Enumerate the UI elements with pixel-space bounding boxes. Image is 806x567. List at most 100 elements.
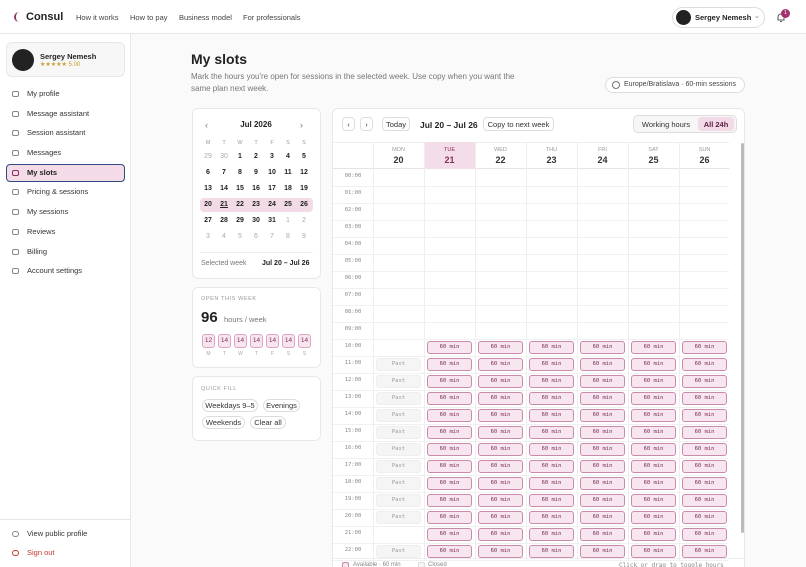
open-slot[interactable]: 60 min	[682, 426, 727, 439]
open-slot[interactable]: 60 min	[682, 477, 727, 490]
open-slot[interactable]: 60 min	[478, 494, 523, 507]
sidebar-footer-link[interactable]: View public profile	[27, 529, 88, 538]
open-slot[interactable]: 60 min	[580, 443, 625, 456]
calendar-day[interactable]: 13	[204, 185, 212, 192]
calendar-day[interactable]: 10	[268, 169, 276, 176]
open-slot[interactable]: 60 min	[631, 545, 676, 558]
menu-item[interactable]: Session assistant	[27, 128, 86, 137]
open-slot[interactable]: 60 min	[631, 511, 676, 524]
open-slot[interactable]: 60 min	[580, 426, 625, 439]
open-slot[interactable]: 60 min	[682, 392, 727, 405]
mode-option[interactable]: All 24h	[698, 117, 734, 131]
open-slot[interactable]: 60 min	[529, 358, 574, 371]
calendar-day[interactable]: 4	[222, 233, 226, 240]
open-slot[interactable]: 60 min	[529, 426, 574, 439]
open-slot[interactable]: 60 min	[631, 426, 676, 439]
open-slot[interactable]: 60 min	[529, 545, 574, 558]
open-slot[interactable]: 60 min	[427, 341, 472, 354]
quick-fill-button[interactable]: Evenings	[263, 399, 300, 412]
open-slot[interactable]: 60 min	[631, 375, 676, 388]
open-slot[interactable]: 60 min	[631, 392, 676, 405]
calendar-day[interactable]: 18	[284, 185, 292, 192]
menu-item[interactable]: Messages	[27, 148, 62, 157]
calendar-day[interactable]: 2	[302, 217, 306, 224]
open-slot[interactable]: 60 min	[580, 545, 625, 558]
open-slot[interactable]: 60 min	[478, 545, 523, 558]
menu-item[interactable]: Reviews	[27, 227, 56, 236]
mode-option[interactable]: Working hours	[641, 119, 691, 129]
open-slot[interactable]: 60 min	[427, 443, 472, 456]
calendar-day[interactable]: 6	[206, 169, 210, 176]
menu-item[interactable]: Account settings	[27, 266, 83, 275]
open-slot[interactable]: 60 min	[682, 341, 727, 354]
calendar-day[interactable]: 3	[206, 233, 210, 240]
open-slot[interactable]: 60 min	[580, 392, 625, 405]
open-slot[interactable]: 60 min	[478, 460, 523, 473]
open-slot[interactable]: 60 min	[478, 341, 523, 354]
calendar-day[interactable]: 12	[300, 169, 308, 176]
open-slot[interactable]: 60 min	[631, 443, 676, 456]
calendar-day[interactable]: 5	[238, 233, 242, 240]
open-slot[interactable]: 60 min	[631, 528, 676, 541]
calendar-day[interactable]: 9	[254, 169, 258, 176]
calendar-day[interactable]: 22	[236, 201, 244, 208]
open-slot[interactable]: 60 min	[580, 477, 625, 490]
nav-link[interactable]: How it works	[76, 13, 119, 22]
next-month[interactable]: ›	[300, 120, 303, 130]
calendar-day[interactable]: 1	[286, 217, 290, 224]
calendar-day[interactable]: 8	[238, 169, 242, 176]
open-slot[interactable]: 60 min	[529, 375, 574, 388]
open-slot[interactable]: 60 min	[529, 477, 574, 490]
open-slot[interactable]: 60 min	[580, 358, 625, 371]
open-slot[interactable]: 60 min	[427, 528, 472, 541]
menu-item[interactable]: Billing	[27, 247, 48, 256]
open-slot[interactable]: 60 min	[427, 460, 472, 473]
calendar-day[interactable]: 25	[284, 201, 292, 208]
nav-link[interactable]: Business model	[179, 13, 232, 22]
open-slot[interactable]: 60 min	[682, 511, 727, 524]
calendar-day[interactable]: 21	[220, 201, 228, 208]
open-slot[interactable]: 60 min	[631, 477, 676, 490]
open-slot[interactable]: 60 min	[529, 528, 574, 541]
calendar-day[interactable]: 29	[236, 217, 244, 224]
calendar-day[interactable]: 7	[270, 233, 274, 240]
open-slot[interactable]: 60 min	[427, 358, 472, 371]
quick-fill-button[interactable]: Weekends	[202, 416, 245, 429]
calendar-day[interactable]: 11	[284, 169, 292, 176]
calendar-day[interactable]: 28	[220, 217, 228, 224]
open-slot[interactable]: 60 min	[427, 511, 472, 524]
open-slot[interactable]: 60 min	[580, 460, 625, 473]
calendar-day[interactable]: 29	[204, 153, 212, 160]
open-slot[interactable]: 60 min	[631, 494, 676, 507]
calendar-day[interactable]: 4	[286, 153, 290, 160]
open-slot[interactable]: 60 min	[529, 392, 574, 405]
calendar-day[interactable]: 20	[204, 201, 212, 208]
open-slot[interactable]: 60 min	[427, 494, 472, 507]
calendar-day[interactable]: 16	[252, 185, 260, 192]
open-slot[interactable]: 60 min	[427, 392, 472, 405]
open-slot[interactable]: 60 min	[529, 511, 574, 524]
open-slot[interactable]: 60 min	[682, 545, 727, 558]
open-slot[interactable]: 60 min	[682, 494, 727, 507]
calendar-day[interactable]: 23	[252, 201, 260, 208]
menu-item[interactable]: My profile	[27, 89, 60, 98]
calendar-day[interactable]: 17	[268, 185, 276, 192]
copy-button[interactable]: Copy to next week	[483, 117, 554, 131]
brand[interactable]: Consul	[26, 11, 64, 23]
calendar-day[interactable]: 24	[268, 201, 276, 208]
open-slot[interactable]: 60 min	[580, 409, 625, 422]
open-slot[interactable]: 60 min	[682, 528, 727, 541]
open-slot[interactable]: 60 min	[478, 426, 523, 439]
nav-link[interactable]: For professionals	[243, 13, 301, 22]
menu-item[interactable]: Pricing & sessions	[27, 187, 89, 196]
calendar-day[interactable]: 14	[220, 185, 228, 192]
open-slot[interactable]: 60 min	[427, 477, 472, 490]
timezone-chip[interactable]: Europe/Bratislava · 60-min sessions	[605, 77, 745, 93]
calendar-day[interactable]: 6	[254, 233, 258, 240]
menu-item[interactable]: Message assistant	[27, 109, 90, 118]
prev-month[interactable]: ‹	[205, 120, 208, 130]
quick-fill-button[interactable]: Weekdays 9–5	[202, 399, 258, 412]
open-slot[interactable]: 60 min	[478, 392, 523, 405]
open-slot[interactable]: 60 min	[580, 494, 625, 507]
open-slot[interactable]: 60 min	[580, 375, 625, 388]
